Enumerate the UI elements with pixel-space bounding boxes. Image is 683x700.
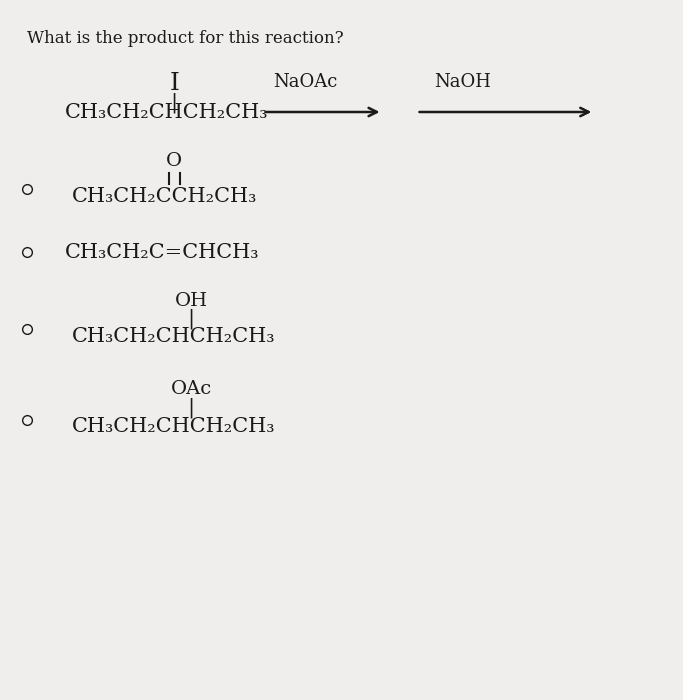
Text: CH₃CH₂C=CHCH₃: CH₃CH₂C=CHCH₃	[65, 242, 260, 262]
Text: CH₃CH₂CCH₂CH₃: CH₃CH₂CCH₂CH₃	[72, 186, 257, 206]
Text: NaOAc: NaOAc	[273, 73, 337, 91]
Text: What is the product for this reaction?: What is the product for this reaction?	[27, 30, 344, 47]
Text: CH₃CH₂CHCH₂CH₃: CH₃CH₂CHCH₂CH₃	[65, 102, 268, 122]
Text: I: I	[169, 73, 179, 95]
Text: CH₃CH₂CHCH₂CH₃: CH₃CH₂CHCH₂CH₃	[72, 326, 275, 346]
Text: CH₃CH₂CHCH₂CH₃: CH₃CH₂CHCH₂CH₃	[72, 417, 275, 437]
Text: O: O	[166, 152, 182, 170]
Text: OAc: OAc	[171, 379, 212, 398]
Text: |: |	[188, 397, 195, 418]
Text: |: |	[171, 92, 178, 113]
Text: OH: OH	[175, 292, 208, 310]
Text: NaOH: NaOH	[434, 73, 490, 91]
Text: |: |	[188, 308, 195, 329]
